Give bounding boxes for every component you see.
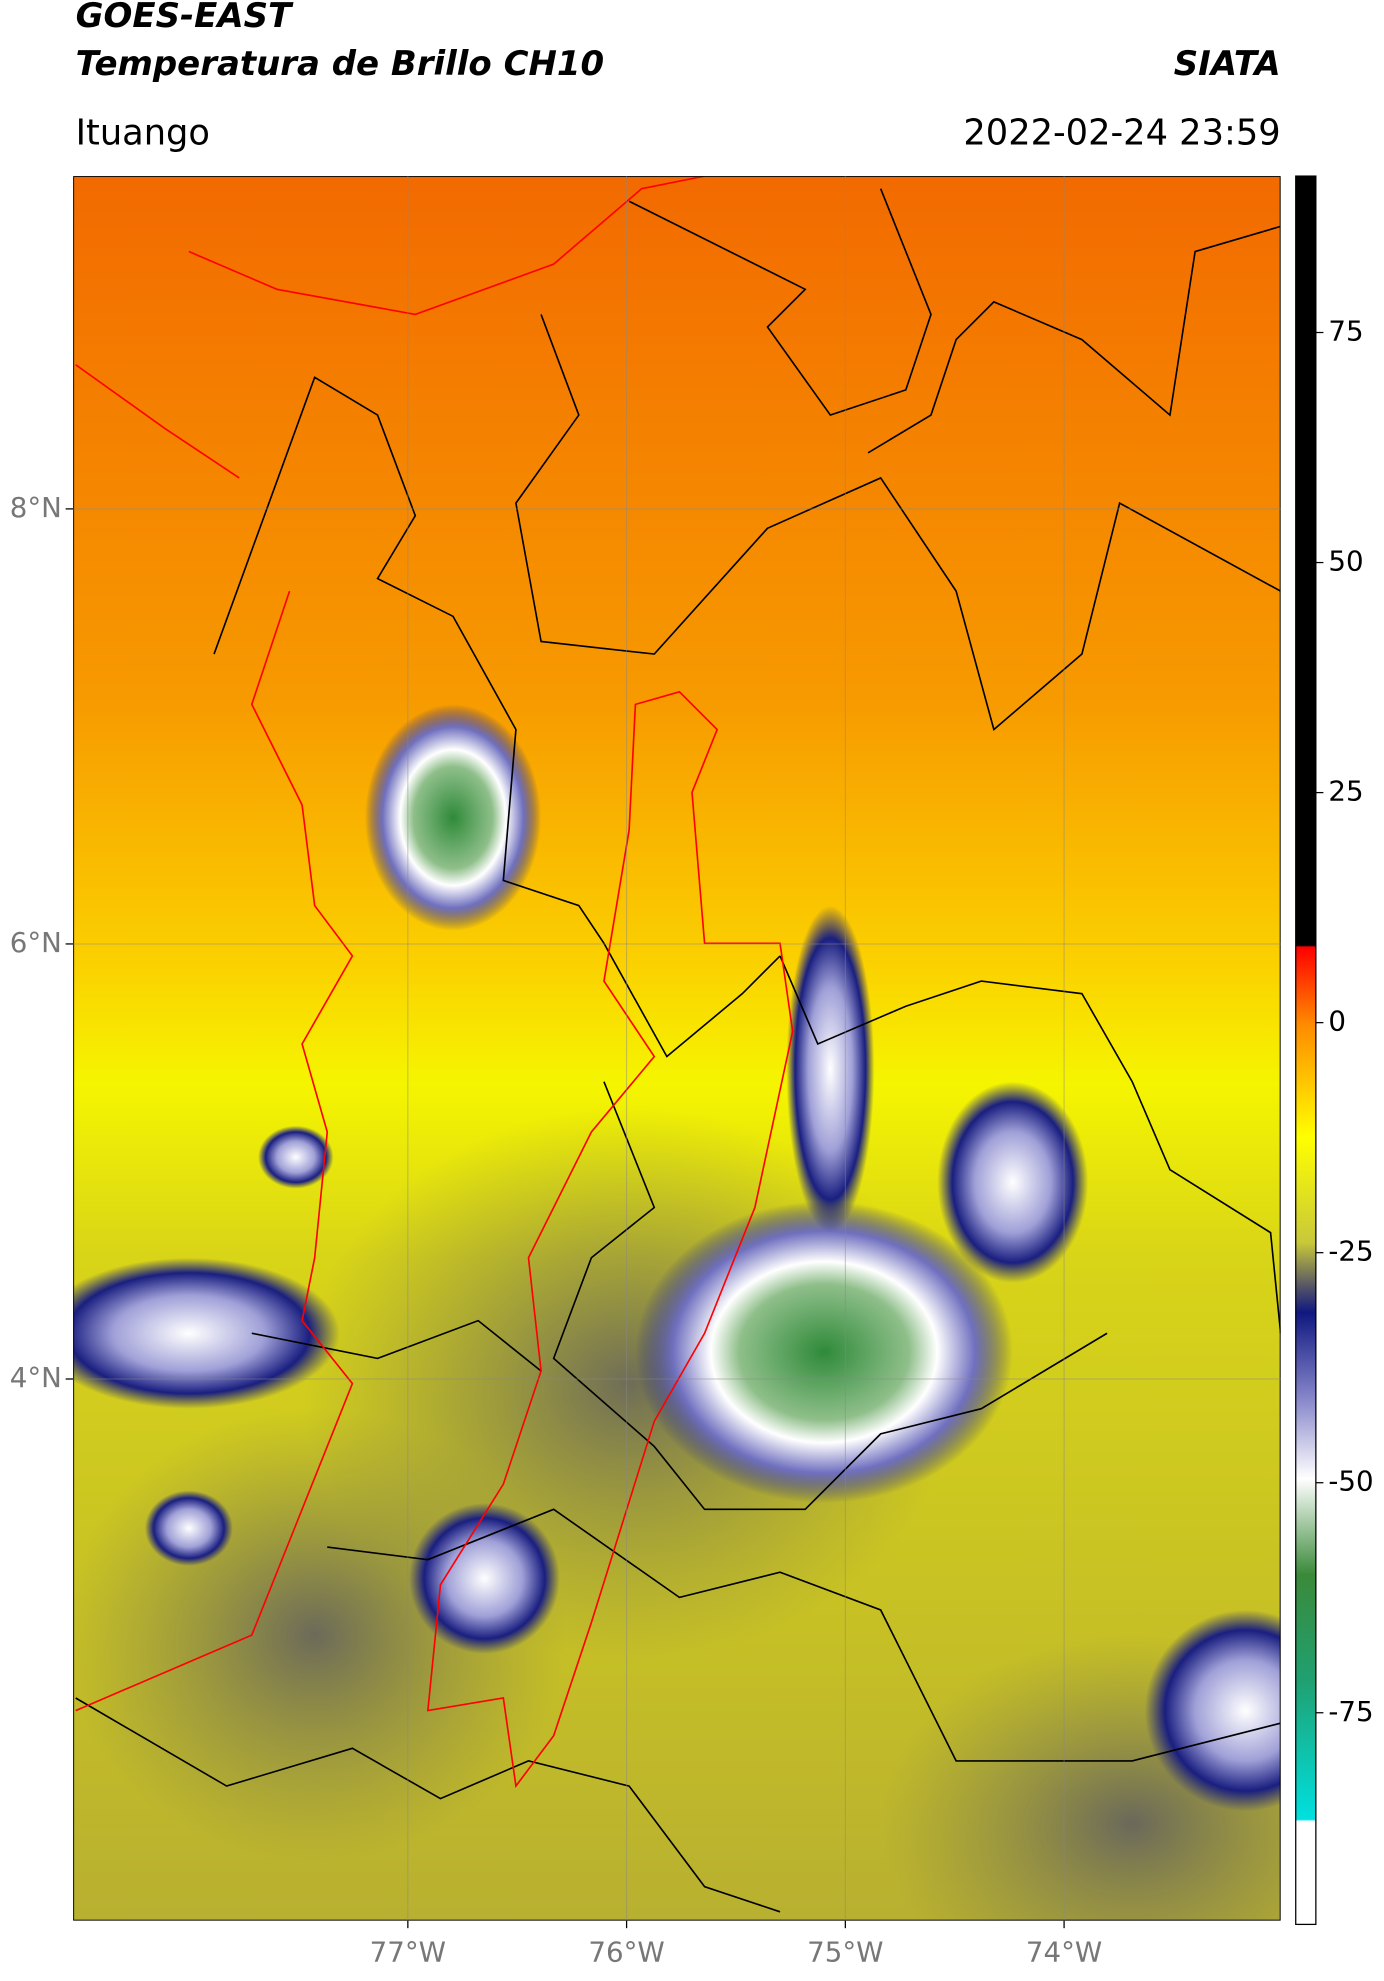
y-tick-label: 8°N — [10, 491, 62, 524]
title: GOES-EAST — [76, 0, 294, 36]
colorbar-tick-label: 50 — [1328, 545, 1363, 578]
x-tick-label: 74°W — [1026, 1935, 1102, 1968]
datetime: 2022-02-24 23:59 — [963, 113, 1280, 154]
x-tick-label: 76°W — [588, 1935, 664, 1968]
y-tick-label: 6°N — [10, 926, 62, 959]
colorbar-tick-label: 0 — [1328, 1005, 1346, 1038]
colorbar-ticks: 75 50 25 0 -25 -50 -75 — [1315, 315, 1374, 1728]
colorbar-tick-label: -25 — [1328, 1235, 1373, 1268]
subtitle: Temperatura de Brillo CH10 — [76, 44, 604, 84]
location: Ituango — [76, 113, 210, 154]
colorbar — [1295, 175, 1317, 1926]
y-tick-label: 4°N — [10, 1361, 62, 1394]
map-axes: 77°W 76°W 75°W 74°W 8°N 6°N 4°N — [10, 176, 1281, 1968]
x-tick-label: 77°W — [370, 1935, 446, 1968]
colorbar-tick-label: 25 — [1328, 775, 1363, 808]
colorbar-tick-label: -75 — [1328, 1695, 1373, 1728]
colorbar-tick-label: -50 — [1328, 1465, 1373, 1498]
colorbar-tick-label: 75 — [1328, 315, 1363, 348]
map-image — [73, 176, 1281, 1921]
brand: SIATA — [1174, 44, 1281, 84]
x-tick-label: 75°W — [807, 1935, 883, 1968]
